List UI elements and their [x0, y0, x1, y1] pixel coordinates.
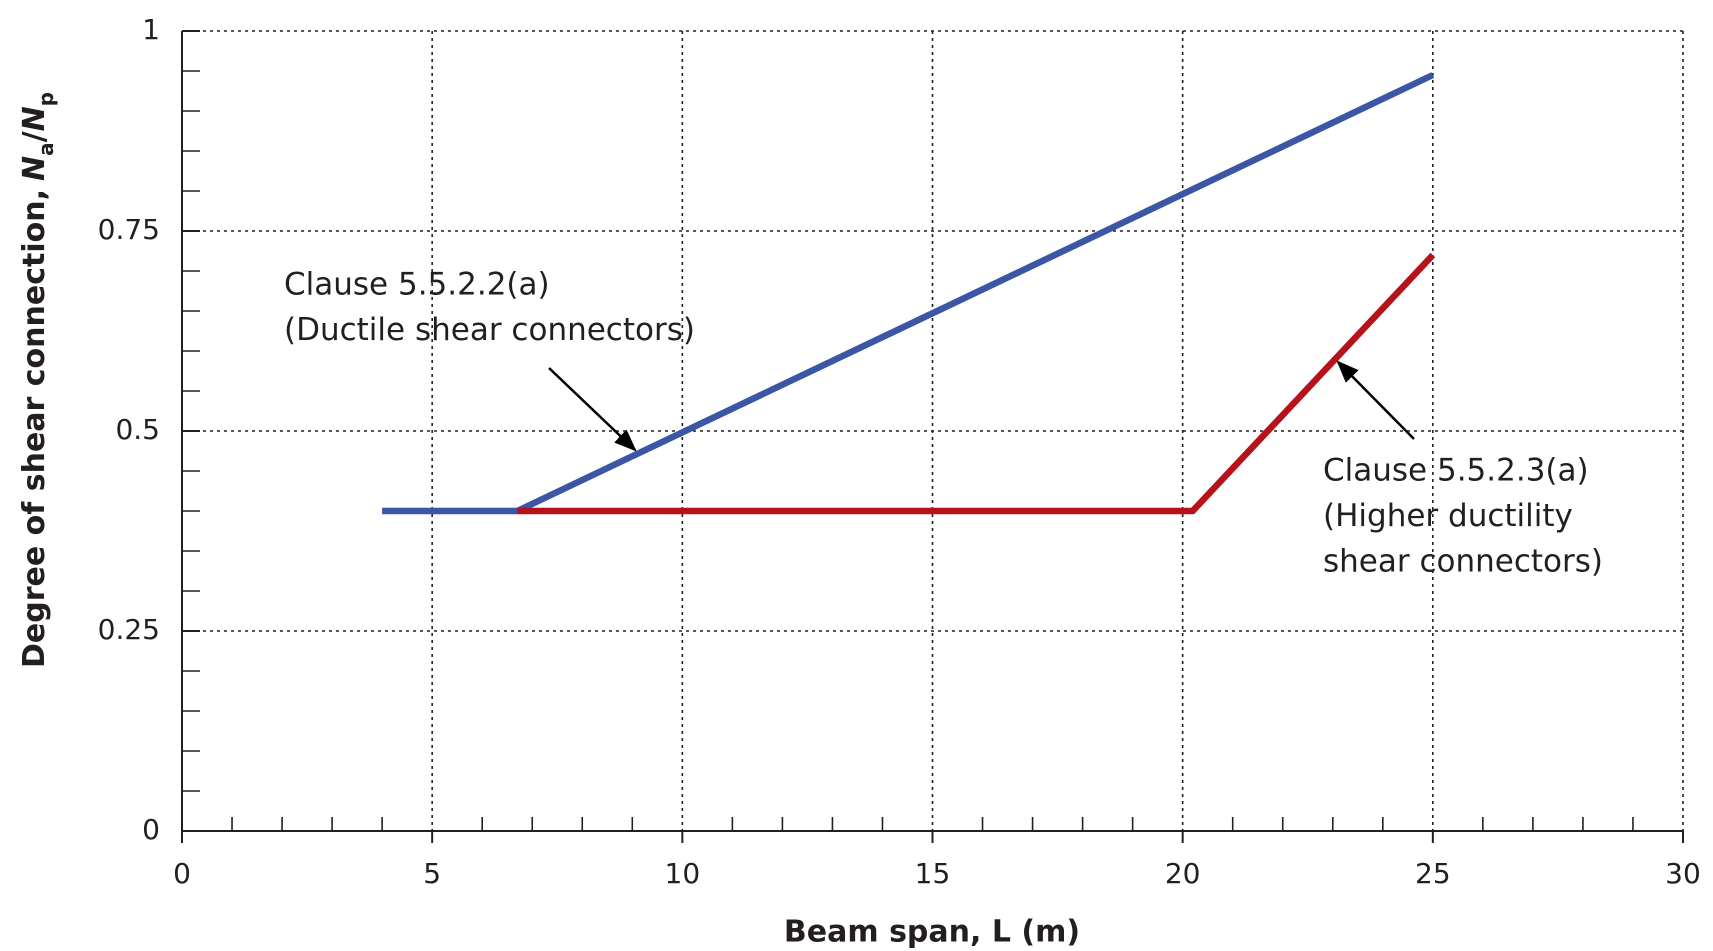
y-tick-label: 0.25 — [98, 613, 160, 646]
x-tick-label: 15 — [915, 857, 951, 890]
y-tick-label: 0 — [142, 813, 160, 846]
y-axis-label-symbol: p — [34, 92, 58, 106]
annotation-text: shear connectors) — [1323, 544, 1603, 580]
axes: 0 5 10 15 20 25 30 0 0.25 0.5 0.75 1 — [98, 13, 1701, 890]
y-axis-label-symbol: N — [17, 106, 52, 131]
y-axis-label-symbol: N — [17, 156, 52, 181]
x-axis-label: Beam span, L (m) — [784, 915, 1080, 950]
annotations: Clause 5.5.2.2(a) (Ductile shear connecto… — [284, 267, 1603, 580]
annotation-text: (Higher ductility — [1323, 498, 1573, 534]
x-tick-label: 5 — [423, 857, 441, 890]
x-tick-label: 30 — [1665, 857, 1701, 890]
x-tick-label: 20 — [1165, 857, 1201, 890]
grid — [181, 30, 1684, 832]
x-tick-label: 0 — [173, 857, 191, 890]
y-axis-label: Degree of shear connection,Na/Np — [17, 92, 58, 668]
annotation-text: (Ductile shear connectors) — [284, 312, 695, 348]
series-line — [517, 252, 1436, 515]
annotation-arrow — [548, 367, 637, 452]
annotation-text: Clause 5.5.2.2(a) — [284, 267, 550, 303]
y-tick-label: 0.75 — [98, 213, 160, 246]
x-tick-label: 25 — [1415, 857, 1451, 890]
annotation-arrow — [1336, 360, 1415, 440]
annotation-text: Clause 5.5.2.3(a) — [1323, 453, 1589, 489]
y-axis-label-text: Degree of shear connection, — [17, 189, 52, 668]
y-tick-label: 1 — [142, 13, 160, 46]
y-axis-label-symbol: / — [17, 131, 52, 142]
x-tick-label: 10 — [665, 857, 701, 890]
plot-lines — [382, 72, 1436, 515]
y-axis-label-symbol: a — [34, 142, 58, 156]
y-tick-label: 0.5 — [115, 413, 160, 446]
